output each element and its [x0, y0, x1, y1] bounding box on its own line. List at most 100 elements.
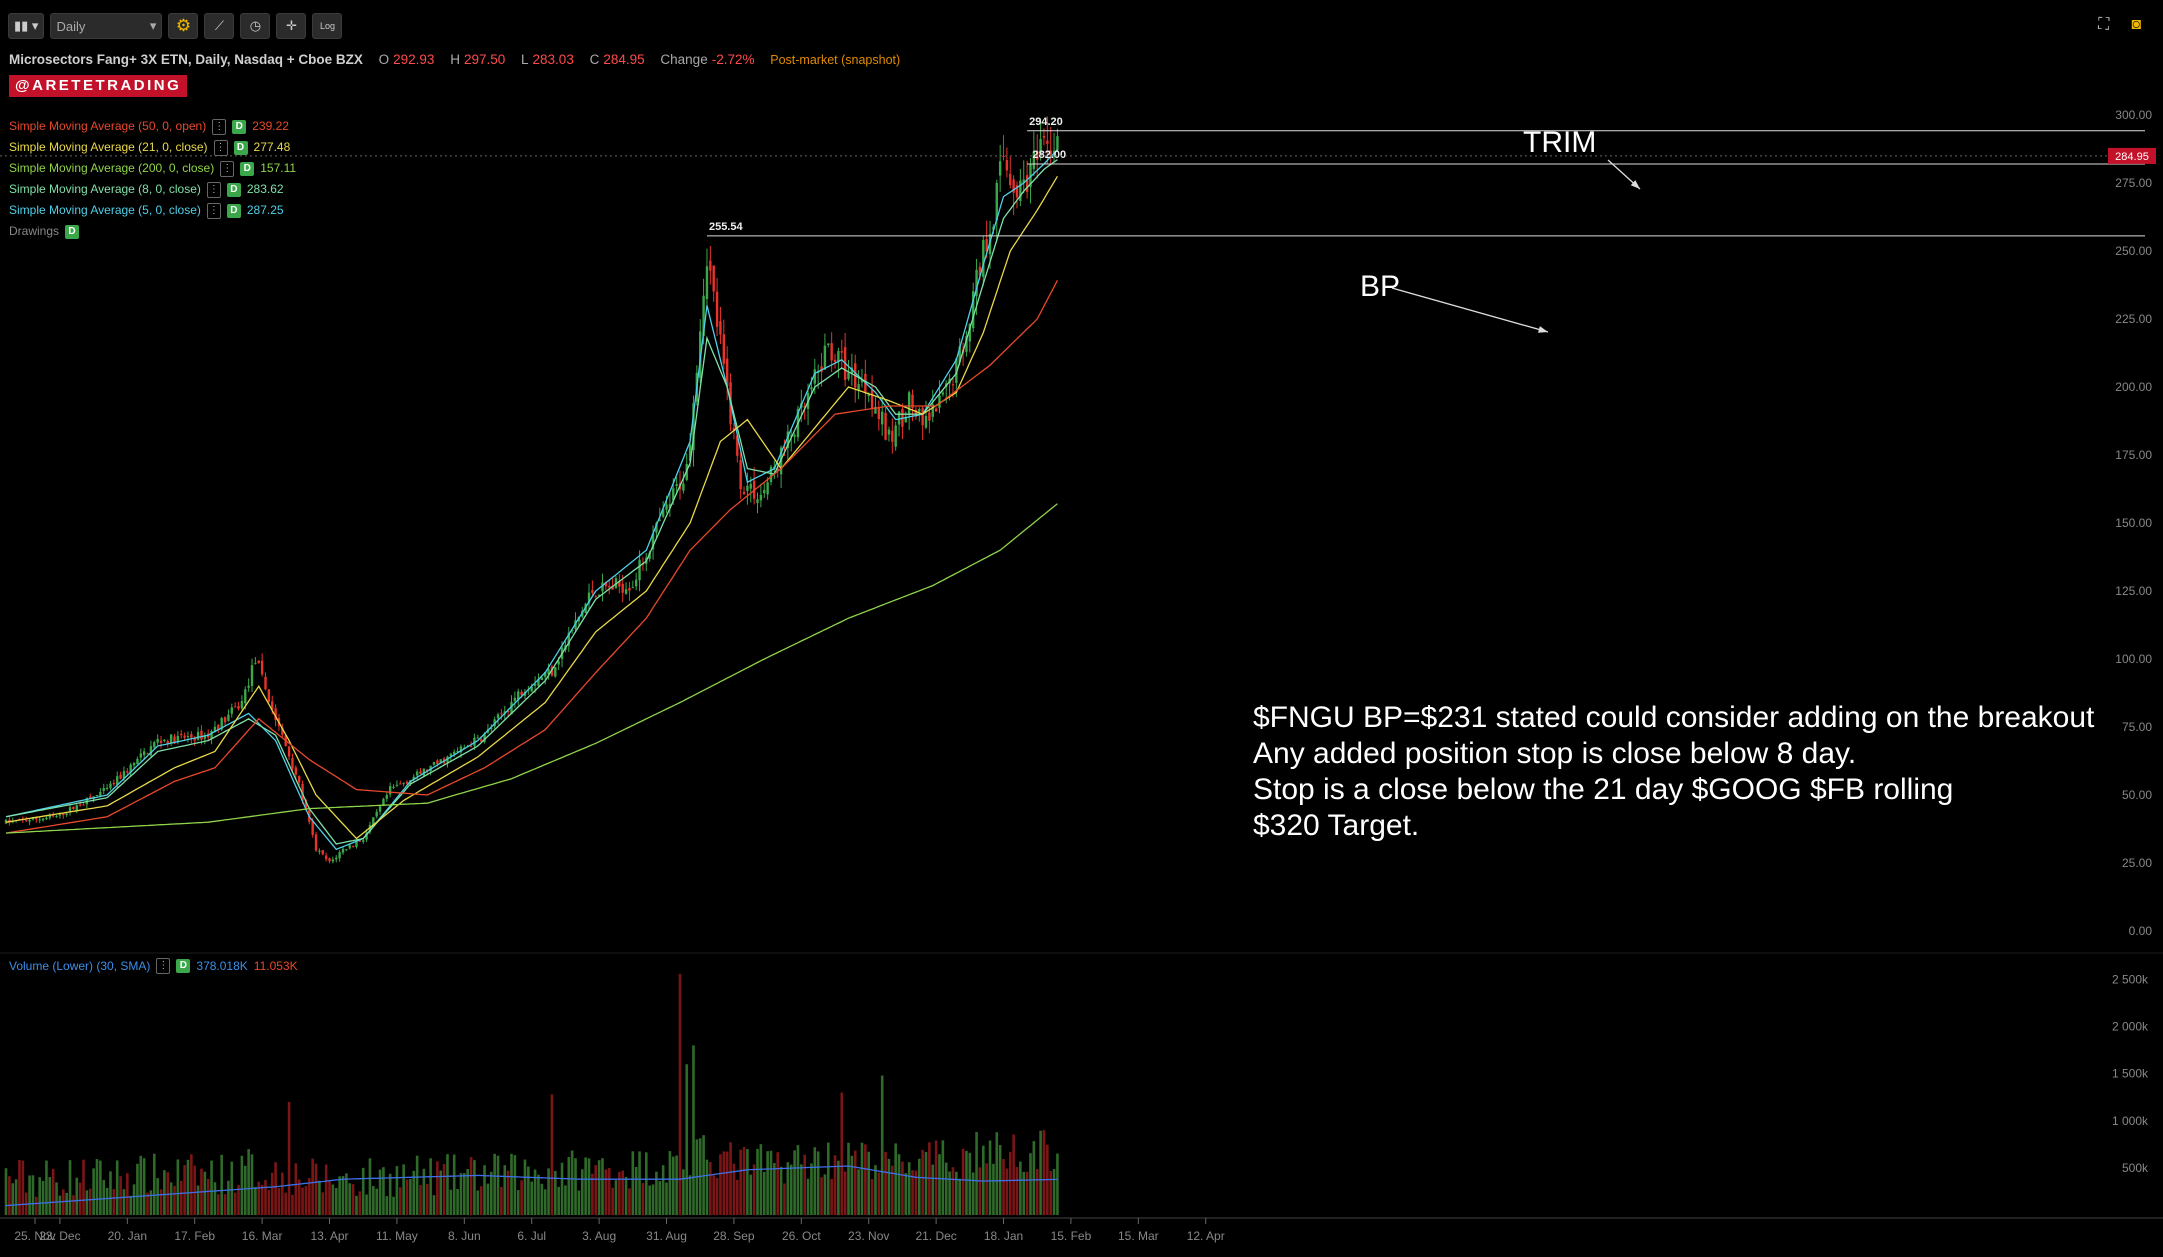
- candle-body: [567, 632, 570, 646]
- volume-bar: [75, 1177, 79, 1215]
- candle-body: [837, 351, 840, 362]
- candle-body: [776, 468, 779, 471]
- volume-menu-icon[interactable]: ⋮: [156, 958, 171, 974]
- volume-bar: [880, 1075, 884, 1215]
- volume-bar: [762, 1171, 766, 1215]
- settings-button[interactable]: ⚙: [168, 13, 199, 39]
- volume-bar: [1039, 1130, 1042, 1215]
- low-label: L: [521, 52, 529, 67]
- drawings-row[interactable]: Drawings D: [9, 221, 296, 242]
- fullscreen-icon[interactable]: ⛶: [2098, 16, 2110, 33]
- y-tick-label: 100.00: [2115, 652, 2152, 666]
- candle-body: [860, 379, 864, 383]
- log-scale-button[interactable]: Log: [312, 13, 343, 39]
- volume-bar: [176, 1159, 180, 1215]
- volume-bar: [1029, 1153, 1032, 1215]
- volume-bar: [99, 1160, 102, 1215]
- candle-body: [975, 269, 978, 296]
- study-menu-icon[interactable]: ⋮: [206, 202, 221, 219]
- candle-body: [968, 323, 972, 342]
- candle-body: [89, 796, 92, 799]
- chart-type-button[interactable]: ▮▮ ▾: [8, 13, 45, 39]
- volume-bar: [314, 1163, 318, 1215]
- clock-button[interactable]: ◷: [240, 13, 271, 39]
- volume-bar: [607, 1168, 611, 1215]
- candle-body: [1056, 136, 1059, 151]
- study-label: Simple Moving Average (21, 0, close): [9, 140, 208, 154]
- candle-body: [213, 726, 217, 732]
- candle-body: [351, 845, 355, 847]
- candle-body: [264, 676, 267, 690]
- volume-bar: [955, 1171, 958, 1215]
- candle-body: [368, 824, 372, 833]
- candle-body: [557, 661, 560, 665]
- volume-bar: [641, 1182, 645, 1215]
- candle-body: [985, 239, 988, 252]
- volume-bar: [638, 1151, 641, 1215]
- candle-body: [456, 751, 459, 753]
- candle-body: [941, 392, 945, 395]
- volume-bar: [233, 1192, 237, 1215]
- y-tick-label: 125.00: [2115, 584, 2152, 598]
- study-menu-icon[interactable]: ⋮: [212, 118, 227, 135]
- candle-body: [223, 717, 227, 723]
- study-sma-21[interactable]: Simple Moving Average (21, 0, close) ⋮ D…: [9, 137, 296, 158]
- candle-body: [240, 701, 244, 709]
- candle-body: [304, 799, 308, 810]
- candle-body: [506, 710, 510, 713]
- volume-bar: [105, 1187, 109, 1215]
- interval-select[interactable]: Daily ▾: [50, 13, 163, 39]
- candle-body: [422, 768, 426, 776]
- volume-bar: [944, 1162, 948, 1215]
- candle-body: [297, 776, 301, 783]
- x-tick-label: 12. Apr: [1187, 1229, 1225, 1243]
- candle-body: [547, 669, 550, 675]
- y-tick-label: 50.00: [2122, 788, 2152, 802]
- volume-bar: [631, 1151, 635, 1215]
- high-label: H: [450, 52, 460, 67]
- volume-bar: [115, 1160, 119, 1215]
- candle-body: [810, 387, 813, 390]
- drawing-tools-button[interactable]: ⟋: [204, 13, 235, 39]
- volume-bar: [459, 1173, 463, 1215]
- candle-body: [520, 691, 523, 696]
- candle-body: [517, 691, 520, 701]
- study-sma-5[interactable]: Simple Moving Average (5, 0, close) ⋮ D …: [9, 200, 296, 221]
- volume-bar: [914, 1170, 918, 1215]
- volume-bar: [550, 1094, 554, 1215]
- study-sma-200[interactable]: Simple Moving Average (200, 0, close) ⋮ …: [9, 158, 296, 179]
- low-value: 283.03: [532, 52, 574, 67]
- study-menu-icon[interactable]: ⋮: [220, 160, 235, 177]
- candle-body: [479, 739, 483, 742]
- candle-body: [230, 707, 233, 714]
- candle-body: [153, 742, 156, 748]
- crosshair-button[interactable]: ✛: [276, 13, 307, 39]
- volume-bar: [884, 1151, 887, 1215]
- candle-body: [490, 727, 493, 730]
- study-sma-8[interactable]: Simple Moving Average (8, 0, close) ⋮ D …: [9, 179, 296, 200]
- level-label: 294.20: [1029, 116, 1063, 128]
- daily-badge: D: [226, 203, 241, 218]
- volume-bar: [173, 1185, 176, 1215]
- candle-body: [395, 784, 399, 786]
- volume-bar: [334, 1187, 338, 1215]
- annotation-arrow: [1391, 287, 1549, 333]
- study-menu-icon[interactable]: ⋮: [206, 181, 221, 198]
- volume-bar: [931, 1164, 935, 1215]
- candle-body: [759, 494, 763, 501]
- candle-body: [139, 753, 142, 758]
- candle-body: [301, 783, 304, 801]
- volume-bar: [382, 1167, 385, 1215]
- volume-legend[interactable]: Volume (Lower) (30, SMA) ⋮ D 378.018K 11…: [9, 958, 298, 974]
- camera-icon[interactable]: ◙: [2131, 16, 2141, 33]
- study-sma-50[interactable]: Simple Moving Average (50, 0, open) ⋮ D …: [9, 116, 296, 137]
- volume-bar: [1025, 1171, 1029, 1215]
- volume-bar: [530, 1181, 534, 1215]
- volume-bar: [527, 1166, 530, 1215]
- candle-body: [378, 806, 382, 812]
- volume-bar: [971, 1172, 975, 1215]
- study-menu-icon[interactable]: ⋮: [213, 139, 228, 156]
- volume-bar: [126, 1173, 129, 1215]
- y-tick-label: 25.00: [2122, 856, 2152, 870]
